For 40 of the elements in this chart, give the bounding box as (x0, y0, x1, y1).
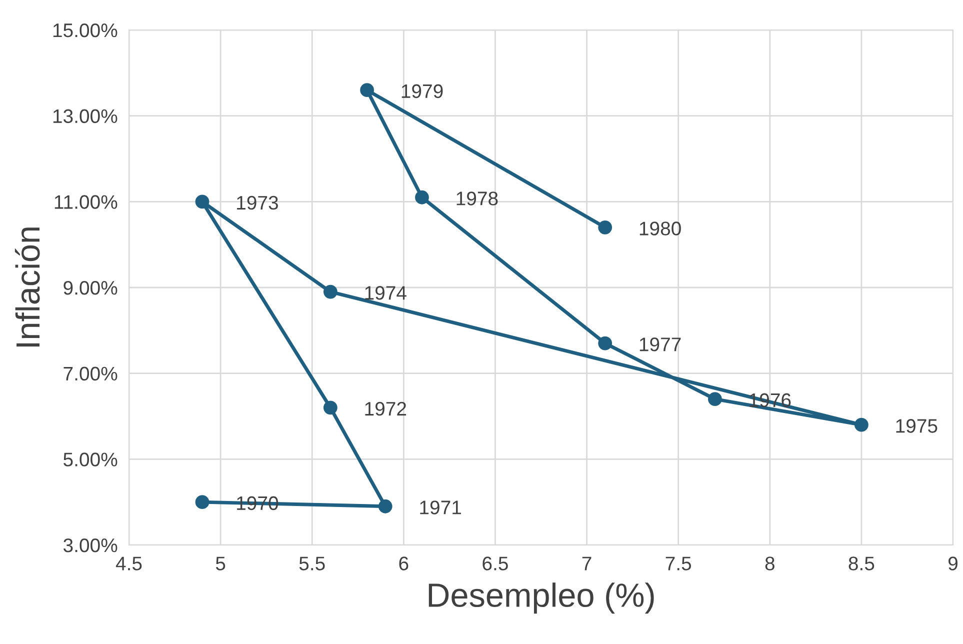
x-tick-label: 6 (399, 556, 408, 570)
x-tick-label: 7 (582, 556, 592, 570)
point (598, 336, 612, 350)
annotation: 1980 (640, 222, 681, 236)
point (708, 392, 722, 406)
annotation: 1971 (420, 500, 461, 514)
annotation: 1978 (456, 192, 498, 206)
point (195, 495, 210, 510)
annotation: 1979 (402, 84, 443, 98)
y-tick-label: 13.00% (53, 109, 118, 124)
y-tick-label: 7.00% (64, 366, 118, 381)
annotation: 1977 (640, 338, 681, 352)
x-tick-label: 4.5 (116, 556, 142, 570)
y-axis-title: Inflación (14, 228, 40, 346)
y-tick-label: 5.00% (64, 452, 118, 466)
point (378, 499, 392, 514)
x-tick-label: 5.5 (299, 556, 325, 570)
annotation: 1972 (365, 402, 406, 416)
x-tick-label: 5 (216, 556, 226, 570)
x-axis-title: Desempleo (%) (428, 582, 654, 614)
annotation: 1975 (896, 419, 938, 433)
y-tick-label: 11.00% (54, 195, 118, 209)
x-tick-label: 7.5 (666, 556, 692, 570)
annotation: 1973 (237, 196, 278, 210)
y-tick-label: 15.00% (53, 23, 118, 38)
point (323, 400, 338, 415)
annotation: 1974 (365, 286, 406, 300)
y-tick-label: 3.00% (64, 538, 118, 552)
point (195, 194, 210, 209)
annotation: 1970 (237, 496, 278, 510)
point (360, 83, 374, 98)
point (598, 220, 612, 234)
x-tick-label: 9 (948, 556, 958, 570)
x-tick-label: 6.5 (482, 556, 508, 570)
point (415, 190, 429, 204)
x-tick-label: 8.5 (848, 556, 874, 570)
point (854, 418, 868, 432)
y-tick-label: 9.00% (64, 280, 118, 295)
x-tick-label: 8 (765, 556, 774, 570)
point (323, 284, 338, 299)
